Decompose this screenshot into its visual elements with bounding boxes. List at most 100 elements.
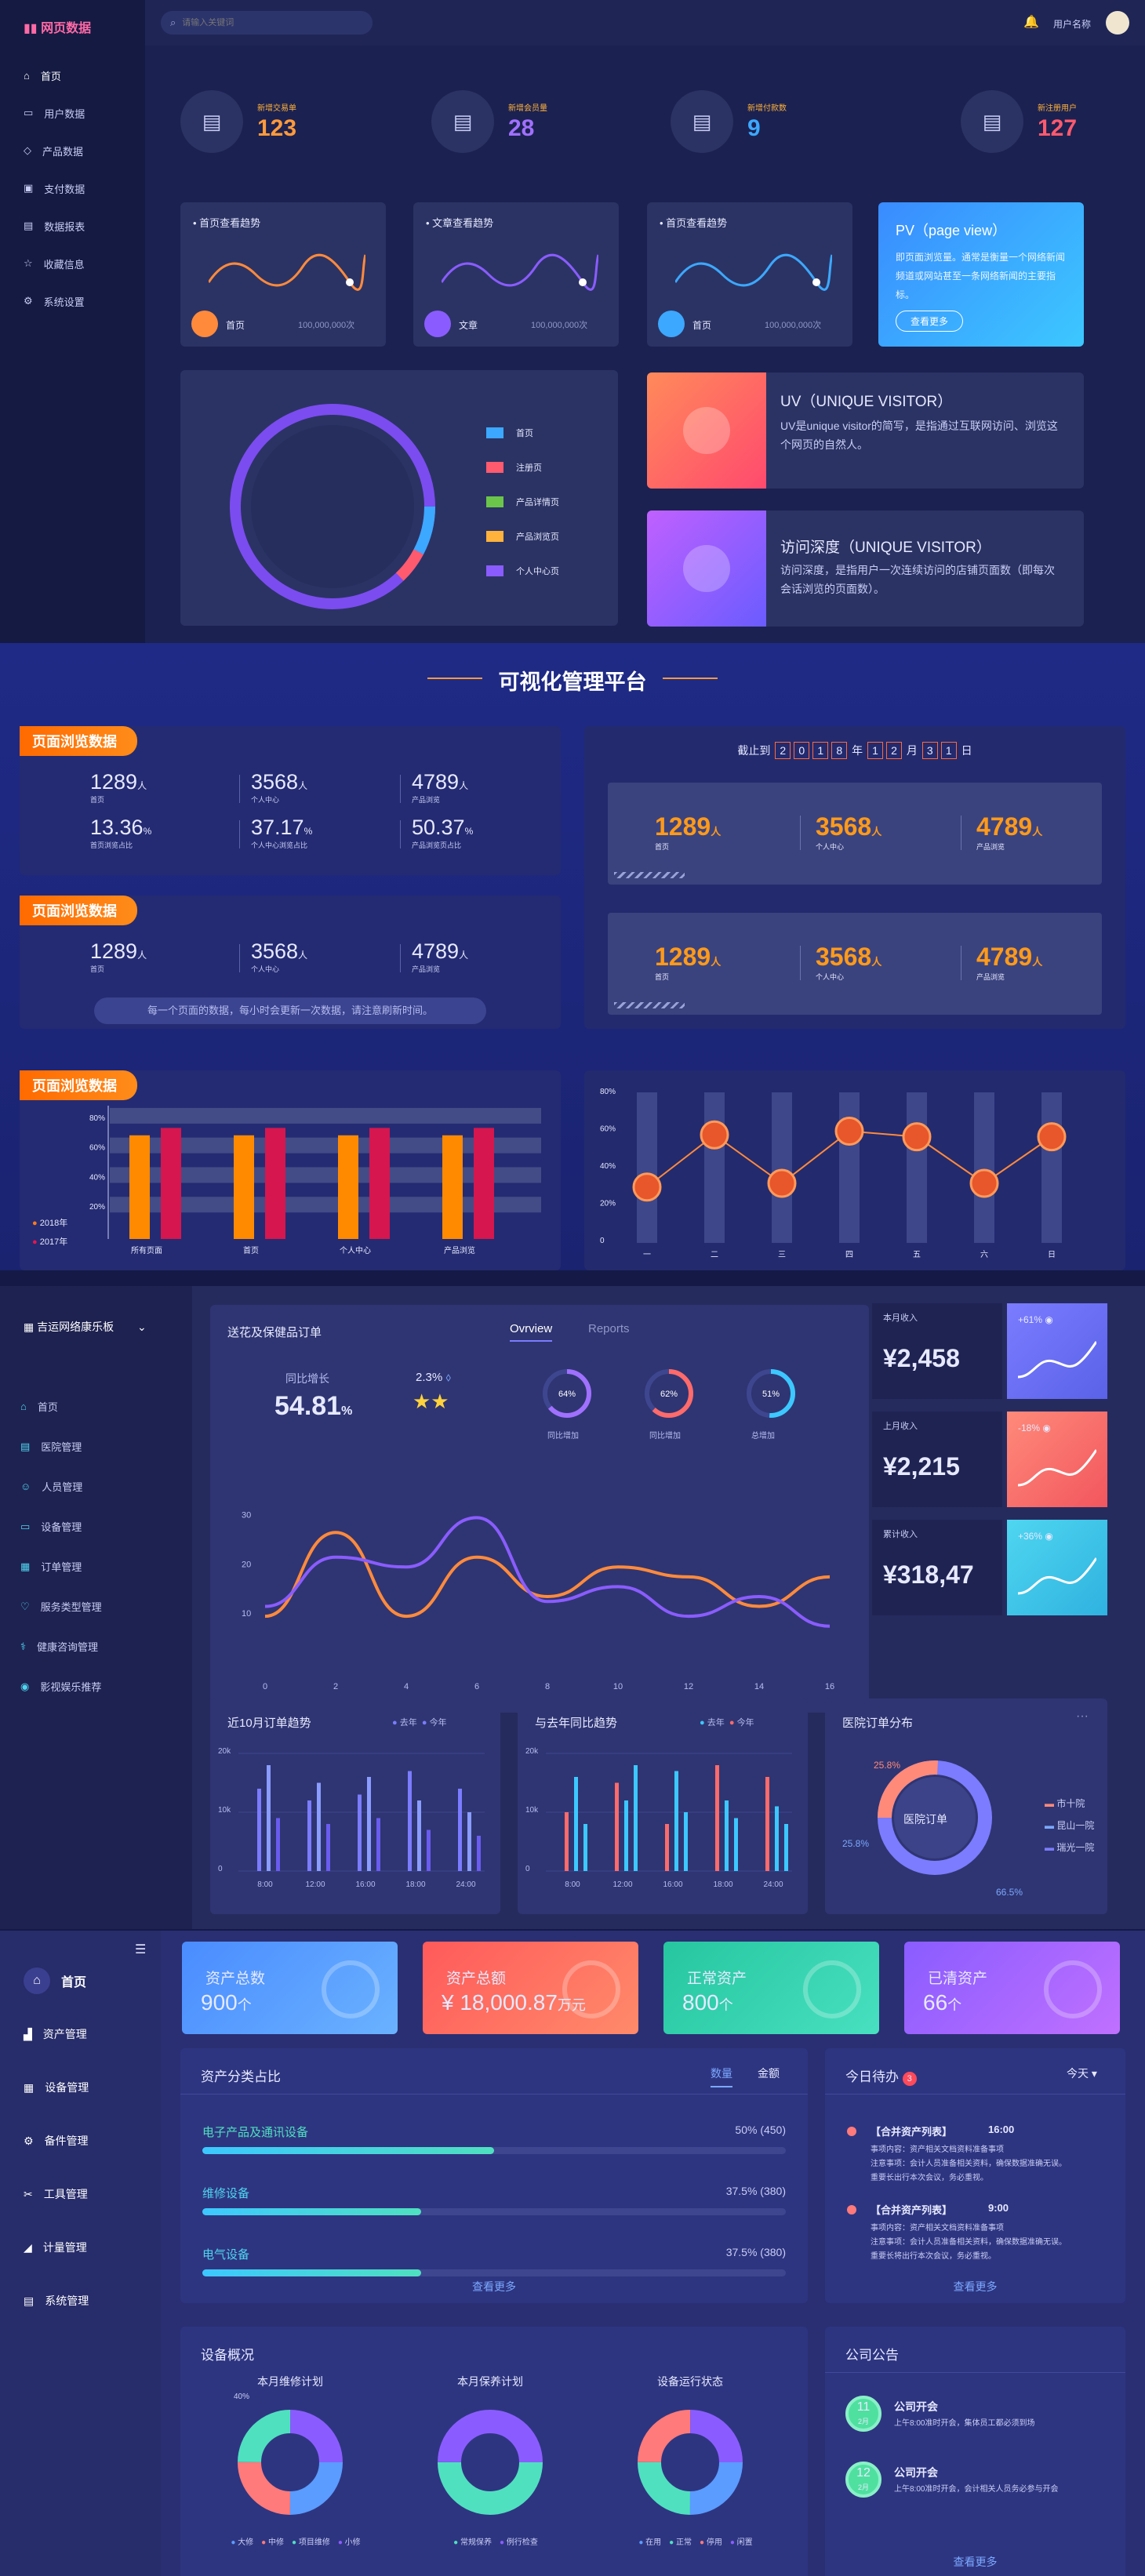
stat-unit: 人 [137,950,147,961]
nav-settings[interactable]: ⚙ 系统设置 [0,282,145,320]
notice-item[interactable]: 11 2月 公司开会 上午8:00准时开会，集体员工都必须到场 [845,2396,1112,2462]
sidebar-4-item[interactable]: ▤ 系统管理 [0,2274,161,2327]
legend-item: ● 小修 [338,2535,361,2547]
sidebar-4-item[interactable]: ▟ 资产管理 [0,2007,161,2061]
stat-unit: 人 [137,780,147,791]
notice-title: 公司开会 [894,2400,938,2413]
stat-unit: 人 [711,826,722,837]
notice-more-link[interactable]: 查看更多 [953,2556,998,2568]
legend-dot-icon: ● [261,2538,268,2547]
tab-reports[interactable]: Reports [588,1322,630,1335]
stat-unit: % [304,826,313,837]
stat-cell: 4789人 产品浏览 [412,939,537,974]
sidebar-3-item[interactable]: ⚕ 健康咨询管理 [0,1626,192,1666]
asset-number: ¥ 18,000.87 [442,1990,558,2015]
stat-value: 3568人 [816,943,949,972]
sidebar-3-item[interactable]: ☺ 人员管理 [0,1466,192,1506]
bar-2018 [338,1135,358,1239]
tab-quantity[interactable]: 数量 [711,2066,732,2087]
more-icon[interactable]: ··· [1076,1709,1089,1723]
pct-label: 25.8% [842,1838,870,1849]
sidebar-3-item[interactable]: ▭ 设备管理 [0,1506,192,1546]
select-value: 今天 [1067,2067,1089,2080]
todo-item[interactable]: 【合并资产列表】 9:00 事项内容：资产相关文档资料准备事项 注意事项：会计人员准备… [847,2202,1106,2280]
legend-dot-icon: ● [500,2538,507,2547]
nav-label: 订单管理 [41,1561,82,1573]
x-tick-label: 12 [684,1682,693,1691]
sidebar-4-item[interactable]: ◢ 计量管理 [0,2221,161,2274]
sidebar-4-item[interactable]: ⌂ 首页 [0,1954,161,2007]
legend-dot-icon: ● [700,1718,705,1728]
equip-charts: 本月维修计划 40% ● 大修 ● 中修 ● 项目维修 ● 小修 本月保养计划 ● 常规保养 ●… [180,2374,808,2576]
device-icon: ▭ [20,1520,31,1532]
tab-amount[interactable]: 金额 [758,2067,780,2080]
legend-item: ▬ 市十院 [1045,1793,1094,1815]
income-change: +61% ◉ [1018,1314,1053,1325]
legend-label: 产品详情页 [516,498,559,507]
y-tick-label: 40% [89,1173,105,1182]
sparkline-path [209,253,365,291]
home-icon: ⌂ [20,1401,27,1412]
category-more-link[interactable]: 查看更多 [472,2280,516,2293]
sidebar-3-item[interactable]: ▤ 医院管理 [0,1426,192,1466]
nav-favorites[interactable]: ☆ 收藏信息 [0,245,145,282]
bell-icon[interactable]: 🔔 [1023,16,1039,29]
trend-icon [191,311,218,337]
todo-item[interactable]: 【合并资产列表】 16:00 事项内容：资产相关文档资料准备事项 注意事项：会计人员准… [847,2124,1106,2202]
donut-center-label: 医院订单 [903,1813,947,1826]
bar [267,1765,271,1871]
sidebar-4-item[interactable]: ▦ 设备管理 [0,2061,161,2114]
column-band [704,1092,725,1243]
nav-home[interactable]: ⌂ 首页 [0,56,145,94]
stat-label: 新注册用户 [1038,104,1077,113]
growth-label: 同比增长 [285,1372,329,1385]
app-logo: ▮▮ 网页数据 [24,22,92,35]
star-rating-icon: ★★ [413,1390,449,1413]
todo-more-link[interactable]: 查看更多 [953,2280,998,2293]
todo-time: 9:00 [988,2202,1009,2214]
pv-more-button[interactable]: 查看更多 [896,311,964,332]
user-name[interactable]: 用户名称 [1053,19,1092,30]
bar [326,1824,330,1871]
tab-overview[interactable]: Ovrview [510,1322,553,1342]
sidebar-3-item[interactable]: ◉ 影视娱乐推荐 [0,1666,192,1706]
sidebar-3-item[interactable]: ⌂ 首页 [0,1386,192,1426]
trend-sparkline [675,253,832,291]
legend-item: 产品浏览页 [486,519,559,554]
nav-reports[interactable]: ▤ 数据报表 [0,207,145,245]
progress-fill [202,2147,494,2154]
brand[interactable]: ▦ 吉运网络康乐板 ⌄ [24,1319,147,1335]
hospital-icon: ▤ [20,1440,31,1452]
menu-icon[interactable]: ☰ [135,1943,147,1957]
todo-date-select[interactable]: 今天 ▾ [1067,2066,1097,2081]
income-value: ¥2,215 [883,1452,960,1481]
notice-list: 11 2月 公司开会 上午8:00准时开会，集体员工都必须到场 12 2月 公司开会 上午8:… [845,2396,1112,2527]
todo-dot-icon [847,2205,856,2214]
sidebar-4-item[interactable]: ✂ 工具管理 [0,2167,161,2221]
equip-title: 设备概况 [201,2348,254,2363]
legend-dot-icon: ● [392,1718,398,1728]
nav-products[interactable]: ◇ 产品数据 [0,132,145,169]
search-input[interactable] [182,18,340,27]
trend10-title: 近10月订单趋势 [227,1717,311,1730]
stat-value: 3568人 [251,770,376,794]
sidebar-4-item[interactable]: ⚙ 备件管理 [0,2114,161,2167]
x-tick-label: 六 [980,1250,988,1259]
avatar[interactable] [1106,11,1129,35]
legend-label: 首页 [516,429,533,438]
pct-value: 2.3% [416,1371,443,1384]
sidebar-3-item[interactable]: ▦ 订单管理 [0,1546,192,1586]
y-tick-label: 20 [242,1560,251,1569]
legend-dot-icon: ● [729,1718,735,1728]
data-point [632,1172,662,1202]
nav-label: 计量管理 [42,2241,87,2254]
nav-payments[interactable]: ▣ 支付数据 [0,169,145,207]
grid-icon: ▦ [24,2080,35,2094]
donut-segment [638,2410,743,2515]
nav-users[interactable]: ▭ 用户数据 [0,94,145,132]
asset-card-value: 800个 [682,1990,733,2015]
notice-item[interactable]: 12 2月 公司开会 上午8:00准时开会，会计相关人员务必参与开会 [845,2462,1112,2527]
search-box[interactable]: ⌕ [161,11,373,35]
sidebar-3-item[interactable]: ♡ 服务类型管理 [0,1586,192,1626]
nav-label: 首页 [37,1401,58,1413]
